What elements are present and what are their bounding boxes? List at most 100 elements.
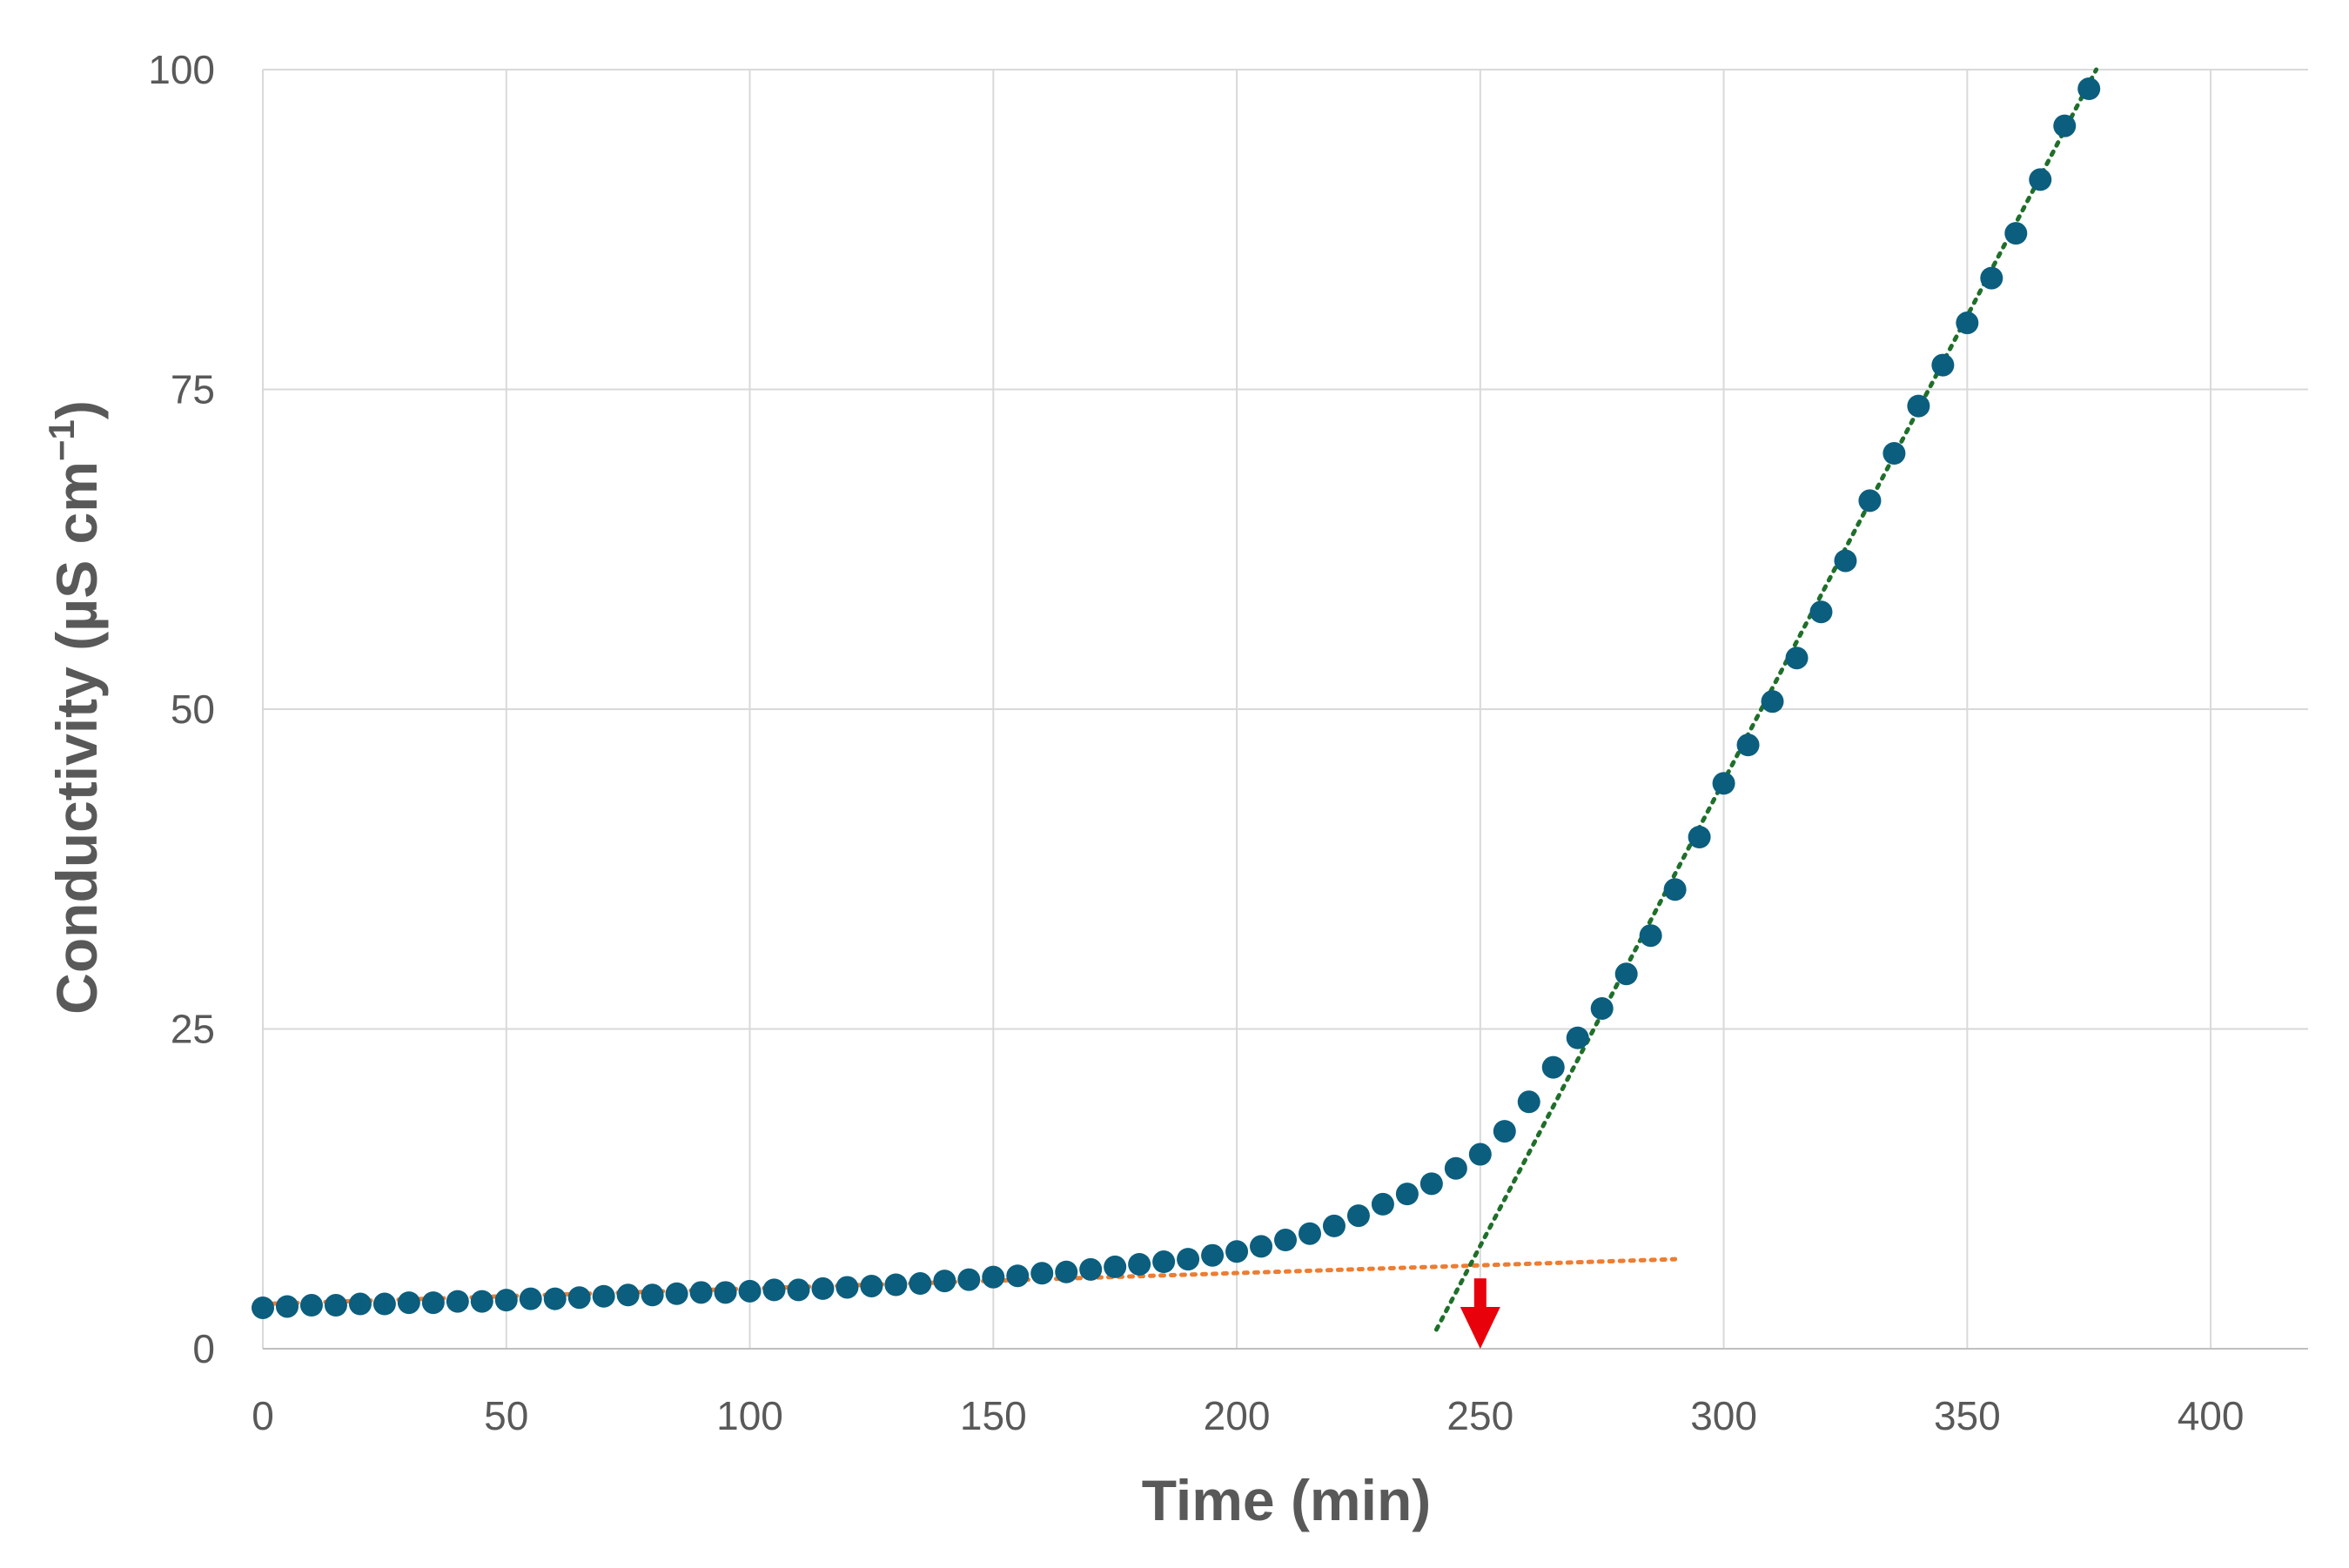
- data-point: [1274, 1229, 1297, 1252]
- data-point: [275, 1295, 299, 1318]
- data-point: [1834, 549, 1857, 573]
- arrow-shaft: [1473, 1278, 1487, 1307]
- data-point: [1201, 1243, 1225, 1267]
- data-point: [1371, 1192, 1394, 1216]
- x-tick-label: 150: [960, 1393, 1027, 1438]
- data-point: [1493, 1120, 1516, 1143]
- data-point: [811, 1277, 835, 1300]
- y-axis-title-superscript: −1: [41, 419, 82, 461]
- data-point: [1346, 1204, 1370, 1228]
- y-tick-label: 50: [171, 687, 215, 732]
- data-point: [1590, 996, 1614, 1020]
- data-point: [1639, 924, 1662, 948]
- data-point: [1761, 690, 1784, 714]
- data-point: [1395, 1183, 1419, 1206]
- x-axis-title: Time (min): [1142, 1468, 1431, 1532]
- data-point: [860, 1274, 883, 1297]
- data-point: [1177, 1248, 1200, 1271]
- data-point: [543, 1287, 567, 1310]
- data-point: [1322, 1214, 1346, 1237]
- data-points: [252, 77, 2101, 1319]
- data-point: [1931, 353, 1955, 377]
- arrow-head: [1460, 1307, 1500, 1349]
- data-point: [1517, 1090, 1540, 1114]
- data-point: [787, 1278, 810, 1302]
- y-axis-title-main: Conductivity (µS cm: [44, 461, 109, 1015]
- data-point: [1688, 826, 1711, 848]
- data-point: [1419, 1172, 1443, 1196]
- data-point: [1152, 1250, 1176, 1274]
- data-point: [446, 1290, 469, 1313]
- data-point: [1858, 489, 1882, 513]
- data-point: [1030, 1262, 1054, 1285]
- data-point: [1444, 1156, 1467, 1180]
- data-point: [324, 1294, 347, 1317]
- data-point: [2053, 114, 2077, 137]
- data-point: [1614, 962, 1638, 986]
- x-tick-label: 200: [1204, 1393, 1271, 1438]
- data-point: [1468, 1142, 1492, 1166]
- data-point: [494, 1289, 518, 1312]
- x-tick-label: 300: [1690, 1393, 1757, 1438]
- data-point: [1225, 1240, 1249, 1263]
- data-point: [397, 1291, 420, 1315]
- data-point: [2004, 222, 2028, 245]
- data-point: [982, 1265, 1005, 1289]
- data-point: [252, 1296, 274, 1319]
- data-point: [1712, 772, 1735, 795]
- data-point: [1736, 734, 1760, 757]
- data-point: [470, 1290, 493, 1313]
- data-point: [714, 1281, 737, 1304]
- axes: 0 50 100 150 200 250 300 350 400 0 25 50 75 100: [148, 47, 2308, 1438]
- data-point: [1250, 1235, 1273, 1258]
- data-point: [1809, 600, 1833, 624]
- gridlines: [263, 69, 2308, 1349]
- x-tick-label: 100: [716, 1393, 783, 1438]
- data-point: [1566, 1026, 1589, 1049]
- y-tick-label: 75: [171, 367, 215, 412]
- data-point: [738, 1279, 762, 1303]
- data-point: [299, 1294, 323, 1317]
- data-point: [519, 1287, 542, 1310]
- y-axis-title: Conductivity (µS cm−1): [41, 400, 109, 1015]
- data-point: [2029, 168, 2052, 191]
- y-tick-label: 25: [171, 1007, 215, 1052]
- y-tick-label: 100: [148, 47, 215, 92]
- data-point: [1785, 647, 1809, 670]
- x-tick-label: 0: [252, 1393, 274, 1438]
- data-point: [1541, 1055, 1565, 1079]
- data-point: [1006, 1264, 1030, 1288]
- data-point: [1663, 878, 1687, 901]
- data-point: [1128, 1252, 1151, 1276]
- data-point: [836, 1276, 859, 1299]
- data-point: [616, 1283, 640, 1307]
- data-point: [1956, 312, 1979, 335]
- data-point: [592, 1284, 615, 1308]
- x-tick-label: 250: [1446, 1393, 1513, 1438]
- data-point: [762, 1278, 786, 1302]
- data-point: [909, 1272, 932, 1296]
- data-point: [1883, 442, 1906, 465]
- data-point: [1980, 266, 2003, 290]
- data-point: [884, 1273, 908, 1297]
- data-point: [1055, 1260, 1078, 1283]
- data-point: [665, 1282, 688, 1305]
- data-point: [421, 1291, 445, 1315]
- data-point: [1104, 1255, 1127, 1278]
- data-point: [689, 1281, 713, 1304]
- x-tick-label: 350: [1934, 1393, 2001, 1438]
- data-point: [1907, 394, 1930, 418]
- data-point: [957, 1268, 981, 1291]
- annotations: [1460, 1278, 1500, 1349]
- data-point: [1298, 1222, 1321, 1245]
- x-tick-label: 50: [484, 1393, 528, 1438]
- data-point: [2077, 77, 2101, 101]
- y-tick-label: 0: [192, 1326, 215, 1371]
- data-point: [641, 1283, 664, 1307]
- y-axis-title-close: ): [44, 400, 109, 419]
- data-point: [567, 1286, 591, 1310]
- data-point: [1079, 1257, 1103, 1281]
- x-tick-label: 400: [2178, 1393, 2245, 1438]
